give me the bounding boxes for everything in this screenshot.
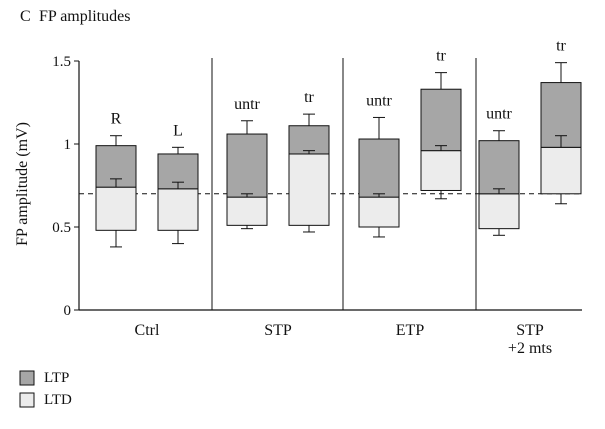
legend-swatch-ltd <box>19 392 35 408</box>
ltp-box <box>358 138 400 198</box>
group-label: STP <box>516 322 544 339</box>
group-label: Ctrl <box>135 322 160 339</box>
ltd-box <box>540 146 582 195</box>
box-label: R <box>111 111 122 128</box>
chart-title: FP amplitudes <box>39 8 130 25</box>
box-label: tr <box>436 48 446 65</box>
box-label: untr <box>486 106 512 123</box>
ltp-box <box>288 125 330 155</box>
y-tick-label: 0.5 <box>52 220 71 236</box>
box-label: untr <box>366 92 392 109</box>
box-label: tr <box>304 89 314 106</box>
ltd-box <box>358 196 400 228</box>
ltd-box <box>226 196 268 226</box>
y-tick-label: 1 <box>64 137 72 153</box>
legend-swatch-ltp <box>19 370 35 386</box>
group-label: STP <box>264 322 292 339</box>
panel-label: C <box>20 8 31 25</box>
legend-label-ltp: LTP <box>44 370 69 386</box>
ltd-box <box>157 188 199 231</box>
ltd-box <box>288 153 330 226</box>
ltp-box <box>420 88 462 152</box>
box-label: L <box>173 122 183 139</box>
ltd-box <box>95 186 137 231</box>
y-tick-label: 1.5 <box>52 54 71 70</box>
box-label: untr <box>234 96 260 113</box>
y-axis-label: FP amplitude (mV) <box>14 122 31 246</box>
ltp-box <box>226 133 268 198</box>
ltd-box <box>478 193 520 230</box>
y-tick-label: 0 <box>64 303 72 319</box>
group-label: +2 mts <box>508 340 552 357</box>
ltd-box <box>420 150 462 191</box>
legend-label-ltd: LTD <box>44 392 72 408</box>
group-label: ETP <box>396 322 425 339</box>
box-label: tr <box>556 38 566 55</box>
ltp-box <box>478 140 520 195</box>
